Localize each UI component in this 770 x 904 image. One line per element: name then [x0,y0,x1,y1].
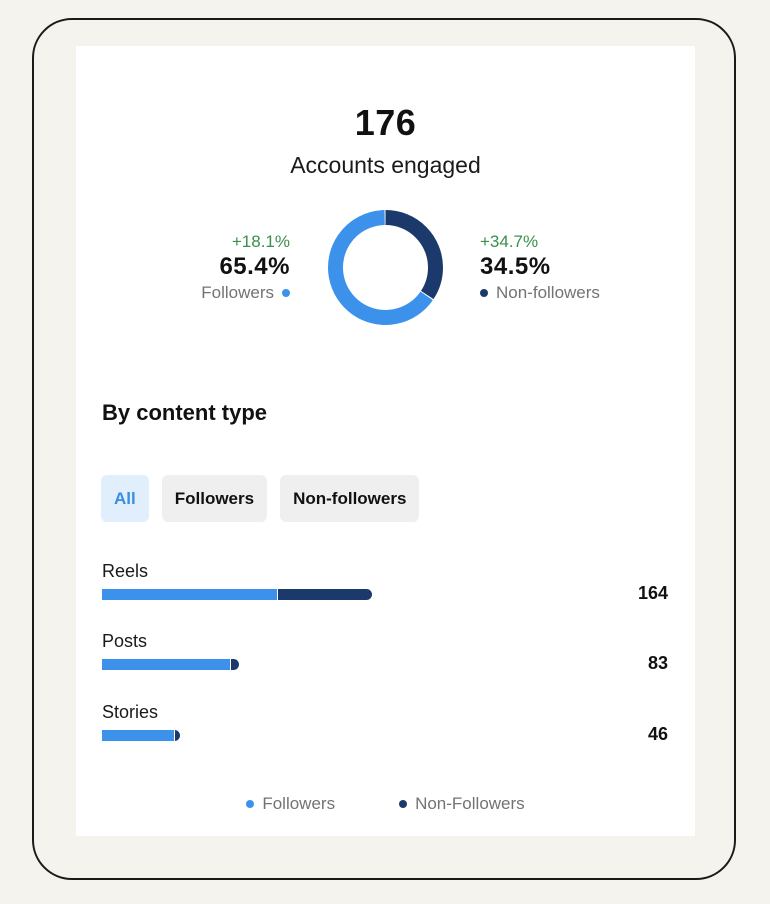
legend-item-non-followers: Non-Followers [399,794,525,814]
legend-non-followers-dot-icon [399,800,408,808]
followers-stat-label: Followers [201,282,290,304]
device-frame [32,18,736,880]
accounts-engaged-label: Accounts engaged [290,152,481,178]
row-value: 164 [637,583,668,603]
row-value: 46 [647,724,668,744]
followers-delta: +18.1% [231,232,290,251]
followers-stat: +18.1% 65.4% Followers [201,232,290,304]
row-value: 83 [647,653,668,673]
engagement-donut-chart [328,210,443,325]
row-label: Stories [102,702,159,722]
tab-non-followers[interactable]: Non-followers [280,475,420,522]
tab-all[interactable]: All [101,475,149,522]
posts-non-followers-bar-segment [230,659,239,670]
legend-non-followers-label: Non-Followers [415,794,525,813]
reels-non-followers-bar-segment [276,589,372,600]
donut-slice-followers [328,210,443,325]
non-followers-delta: +34.7% [480,232,539,251]
accounts-engaged-count: 176 [354,102,417,143]
followers-percent: 65.4% [219,253,290,280]
posts-bar [102,659,239,670]
legend-followers-dot-icon [246,800,255,808]
stories-bar [102,730,181,741]
non-followers-stat-label: Non-followers [480,282,600,304]
stories-followers-bar-segment [102,730,175,741]
non-followers-percent: 34.5% [480,253,551,280]
reels-followers-bar-segment [102,589,277,600]
non-followers-stat: +34.7% 34.5% Non-followers [480,232,600,304]
audience-filter-tabs: All Followers Non-followers [101,475,420,522]
legend-item-followers: Followers [246,794,335,814]
non-followers-dot-icon [480,289,488,297]
followers-dot-icon [282,289,290,297]
stories-non-followers-bar-segment [174,730,181,741]
followers-stat-text: Followers [201,283,274,302]
row-label: Posts [102,631,148,651]
reels-bar [102,589,372,600]
donut-slice-non-followers [328,210,443,325]
section-title: By content type [102,400,268,425]
insights-panel: 176 Accounts engaged +18.1% 65.4% Follow… [76,46,695,836]
legend-followers-label: Followers [262,794,336,813]
chart-legend: Followers Non-Followers [76,794,695,814]
non-followers-stat-text: Non-followers [496,283,600,302]
posts-followers-bar-segment [102,659,231,670]
row-label: Reels [102,561,149,581]
tab-followers[interactable]: Followers [161,475,268,522]
